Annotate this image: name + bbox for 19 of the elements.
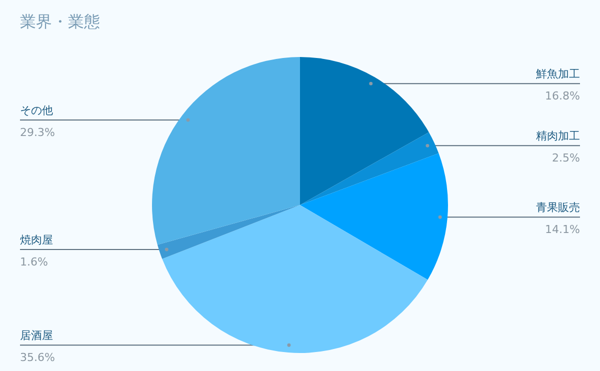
- pie-slice: [300, 132, 439, 205]
- data-label: 14.1%: [545, 223, 580, 236]
- pie-slice: [157, 205, 300, 259]
- data-label: 16.8%: [545, 90, 580, 103]
- pie-slice: [152, 57, 300, 245]
- slice-label: 居酒屋: [20, 329, 53, 342]
- data-label: 2.5%: [552, 152, 580, 165]
- pie-slice: [300, 153, 448, 280]
- data-label: 1.6%: [20, 256, 48, 269]
- pie-slice: [300, 57, 429, 205]
- slice-label: 鮮魚加工: [536, 68, 580, 81]
- data-label: 35.6%: [20, 351, 55, 364]
- chart-title: 業界・業態: [20, 12, 100, 31]
- slice-label: 青果販売: [536, 201, 580, 214]
- slice-label: 焼肉屋: [20, 234, 53, 247]
- pie-slice: [162, 205, 428, 353]
- data-label: 29.3%: [20, 126, 55, 139]
- slice-label: 精肉加工: [536, 130, 580, 143]
- slice-label: その他: [20, 104, 53, 117]
